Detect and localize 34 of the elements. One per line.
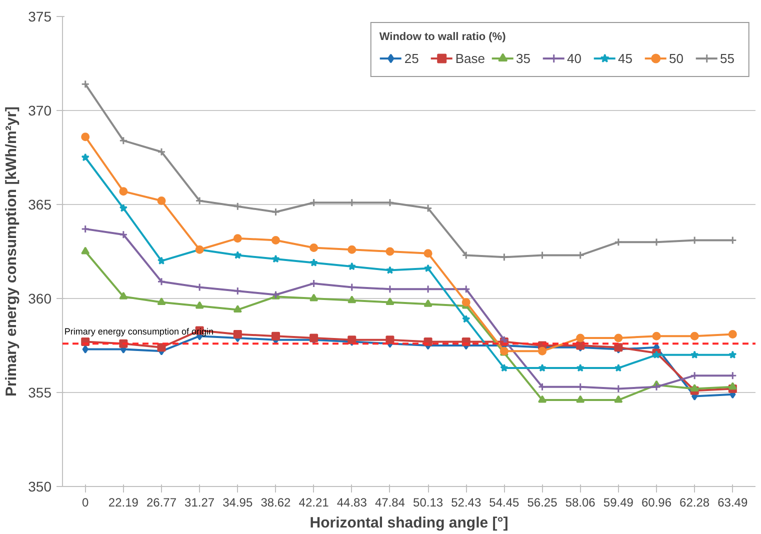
x-tick-label: 31.27 [184, 496, 215, 510]
legend-title: Window to wall ratio (%) [379, 31, 507, 43]
y-axis-title: Primary energy consumption [kWh/m²yr] [3, 106, 20, 397]
x-tick-label: 34.95 [222, 496, 253, 510]
legend-label: Base [455, 50, 485, 66]
legend-label: 45 [618, 50, 634, 66]
x-tick-label: 38.62 [260, 496, 292, 510]
x-tick-label: 58.06 [565, 496, 596, 510]
x-tick-label: 26.77 [146, 496, 177, 510]
x-tick-label: 50.13 [413, 496, 444, 510]
x-tick-label: 54.45 [489, 496, 520, 510]
x-tick-label: 59.49 [603, 496, 634, 510]
legend-label: 35 [516, 50, 532, 66]
x-tick-label: 63.49 [718, 496, 748, 510]
y-tick-label: 375 [28, 8, 52, 24]
y-tick-label: 355 [28, 384, 52, 400]
x-tick-label: 0 [82, 496, 90, 510]
legend-label: 25 [404, 50, 420, 66]
x-tick-label: 60.96 [641, 496, 672, 510]
x-tick-label: 52.43 [451, 496, 482, 510]
legend-label: 55 [720, 50, 736, 66]
x-tick-label: 22.19 [108, 496, 139, 510]
legend-label: 50 [669, 50, 684, 66]
y-tick-label: 365 [28, 196, 52, 212]
y-tick-label: 350 [28, 478, 52, 494]
legend-label: 40 [567, 50, 582, 66]
x-tick-label: 42.21 [298, 496, 330, 510]
x-tick-label: 56.25 [527, 496, 558, 510]
x-tick-label: 62.28 [680, 496, 710, 510]
y-tick-label: 360 [28, 290, 52, 306]
x-tick-label: 44.83 [336, 496, 368, 510]
y-tick-label: 370 [28, 102, 52, 118]
x-axis-title: Horizontal shading angle [°] [310, 514, 508, 532]
x-tick-label: 47.84 [374, 496, 406, 510]
